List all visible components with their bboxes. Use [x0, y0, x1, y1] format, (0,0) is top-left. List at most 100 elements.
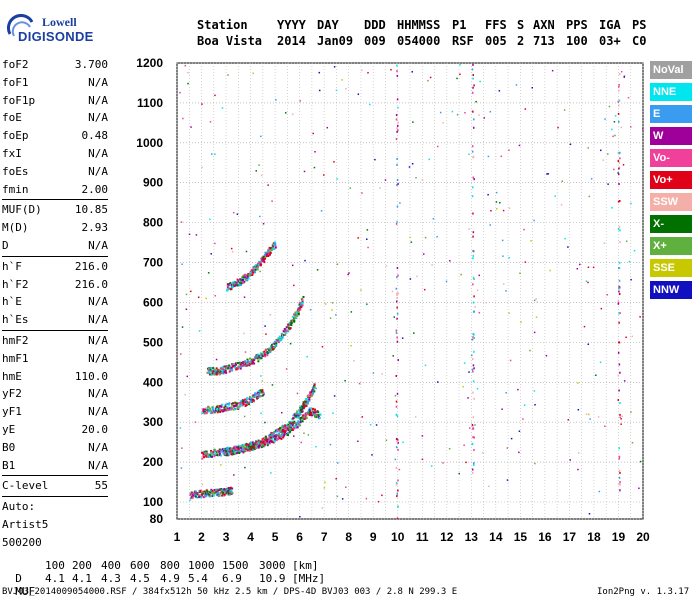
noise-point: [603, 242, 606, 244]
param-row: foF1p N/A: [2, 92, 108, 110]
param-value: 10.85: [74, 203, 108, 217]
echo-point: [299, 421, 302, 424]
noise-point: [519, 272, 521, 274]
param-row: hmE 110.0: [2, 368, 108, 386]
echo-point: [222, 447, 225, 450]
noise-point: [344, 379, 346, 382]
echo-point: [250, 397, 253, 400]
echo-point: [207, 406, 210, 409]
echo-point: [212, 367, 215, 370]
legend-item-x-: X+: [650, 237, 692, 255]
echo-point: [232, 283, 235, 286]
echo-point: [208, 410, 211, 413]
interference-point: [397, 274, 399, 277]
echo-point: [307, 409, 310, 412]
noise-point: [353, 359, 355, 362]
echo-point: [246, 279, 249, 282]
interference-point: [396, 312, 399, 315]
hdr-val-yyyy: 2014: [277, 34, 306, 48]
x-tick-label: 20: [636, 530, 650, 544]
noise-point: [505, 290, 507, 292]
echo-point: [259, 352, 262, 355]
echo-point: [267, 254, 270, 257]
echo-point: [191, 496, 194, 499]
echo-point: [245, 361, 248, 364]
echo-point: [204, 410, 207, 413]
param-name: fxI: [2, 146, 22, 160]
echo-point: [300, 306, 303, 309]
echo-point: [223, 493, 226, 496]
echo-point: [274, 429, 277, 432]
echo-point: [244, 274, 247, 277]
echo-point: [252, 271, 255, 274]
interference-point: [472, 364, 475, 367]
echo-point: [236, 407, 239, 410]
noise-point: [360, 289, 362, 291]
muf-value: 4.5: [130, 572, 150, 585]
echo-point: [293, 314, 296, 317]
echo-point: [280, 338, 283, 341]
echo-point: [248, 395, 251, 398]
noise-point: [184, 64, 187, 67]
noise-point: [300, 441, 302, 444]
param-row: hmF1 N/A: [2, 350, 108, 368]
echo-point: [277, 339, 280, 342]
noise-point: [335, 89, 338, 92]
echo-point: [255, 356, 258, 359]
interference-point: [617, 160, 620, 163]
echo-point: [258, 441, 261, 444]
echo-point: [301, 304, 304, 307]
noise-point: [324, 303, 327, 305]
echo-point: [309, 391, 312, 394]
echo-point: [307, 400, 310, 403]
echo-point: [287, 330, 290, 333]
echo-point: [293, 413, 296, 416]
noise-point: [590, 178, 593, 180]
noise-point: [622, 164, 625, 166]
noise-point: [291, 264, 294, 267]
echo-point: [203, 490, 206, 493]
echo-point: [190, 497, 193, 500]
noise-point: [479, 80, 481, 83]
noise-point: [560, 204, 563, 206]
interference-point: [396, 517, 399, 520]
echo-point: [313, 386, 316, 389]
echo-point: [260, 391, 263, 394]
noise-point: [189, 499, 191, 502]
noise-point: [557, 126, 559, 129]
echo-point: [305, 398, 308, 401]
echo-point: [272, 433, 275, 436]
noise-point: [474, 306, 476, 308]
interference-point: [396, 163, 398, 166]
interference-point: [618, 226, 621, 229]
param-value: N/A: [88, 93, 108, 107]
interference-point: [617, 301, 620, 304]
echo-point: [252, 266, 255, 269]
interference-point: [619, 151, 621, 154]
echo-point: [268, 442, 271, 445]
interference-point: [618, 279, 621, 282]
echo-point: [208, 370, 211, 373]
echo-point: [208, 454, 211, 457]
echo-point: [282, 429, 285, 432]
echo-point: [247, 361, 250, 364]
echo-point: [260, 446, 263, 449]
noise-point: [510, 437, 513, 440]
echo-point: [272, 342, 275, 345]
noise-point: [442, 122, 444, 124]
noise-point: [545, 354, 548, 357]
noise-point: [243, 415, 246, 418]
noise-point: [428, 158, 431, 161]
echo-point: [222, 372, 225, 375]
noise-point: [427, 79, 429, 82]
echo-point: [233, 365, 236, 368]
hdr-col-ddd: DDD: [364, 18, 386, 32]
interference-point: [396, 292, 398, 295]
noise-point: [465, 461, 467, 464]
echo-point: [257, 442, 260, 445]
interference-point: [472, 231, 475, 234]
echo-point: [226, 402, 229, 405]
noise-point: [377, 500, 380, 503]
echo-point: [203, 450, 206, 453]
noise-point: [619, 416, 621, 419]
